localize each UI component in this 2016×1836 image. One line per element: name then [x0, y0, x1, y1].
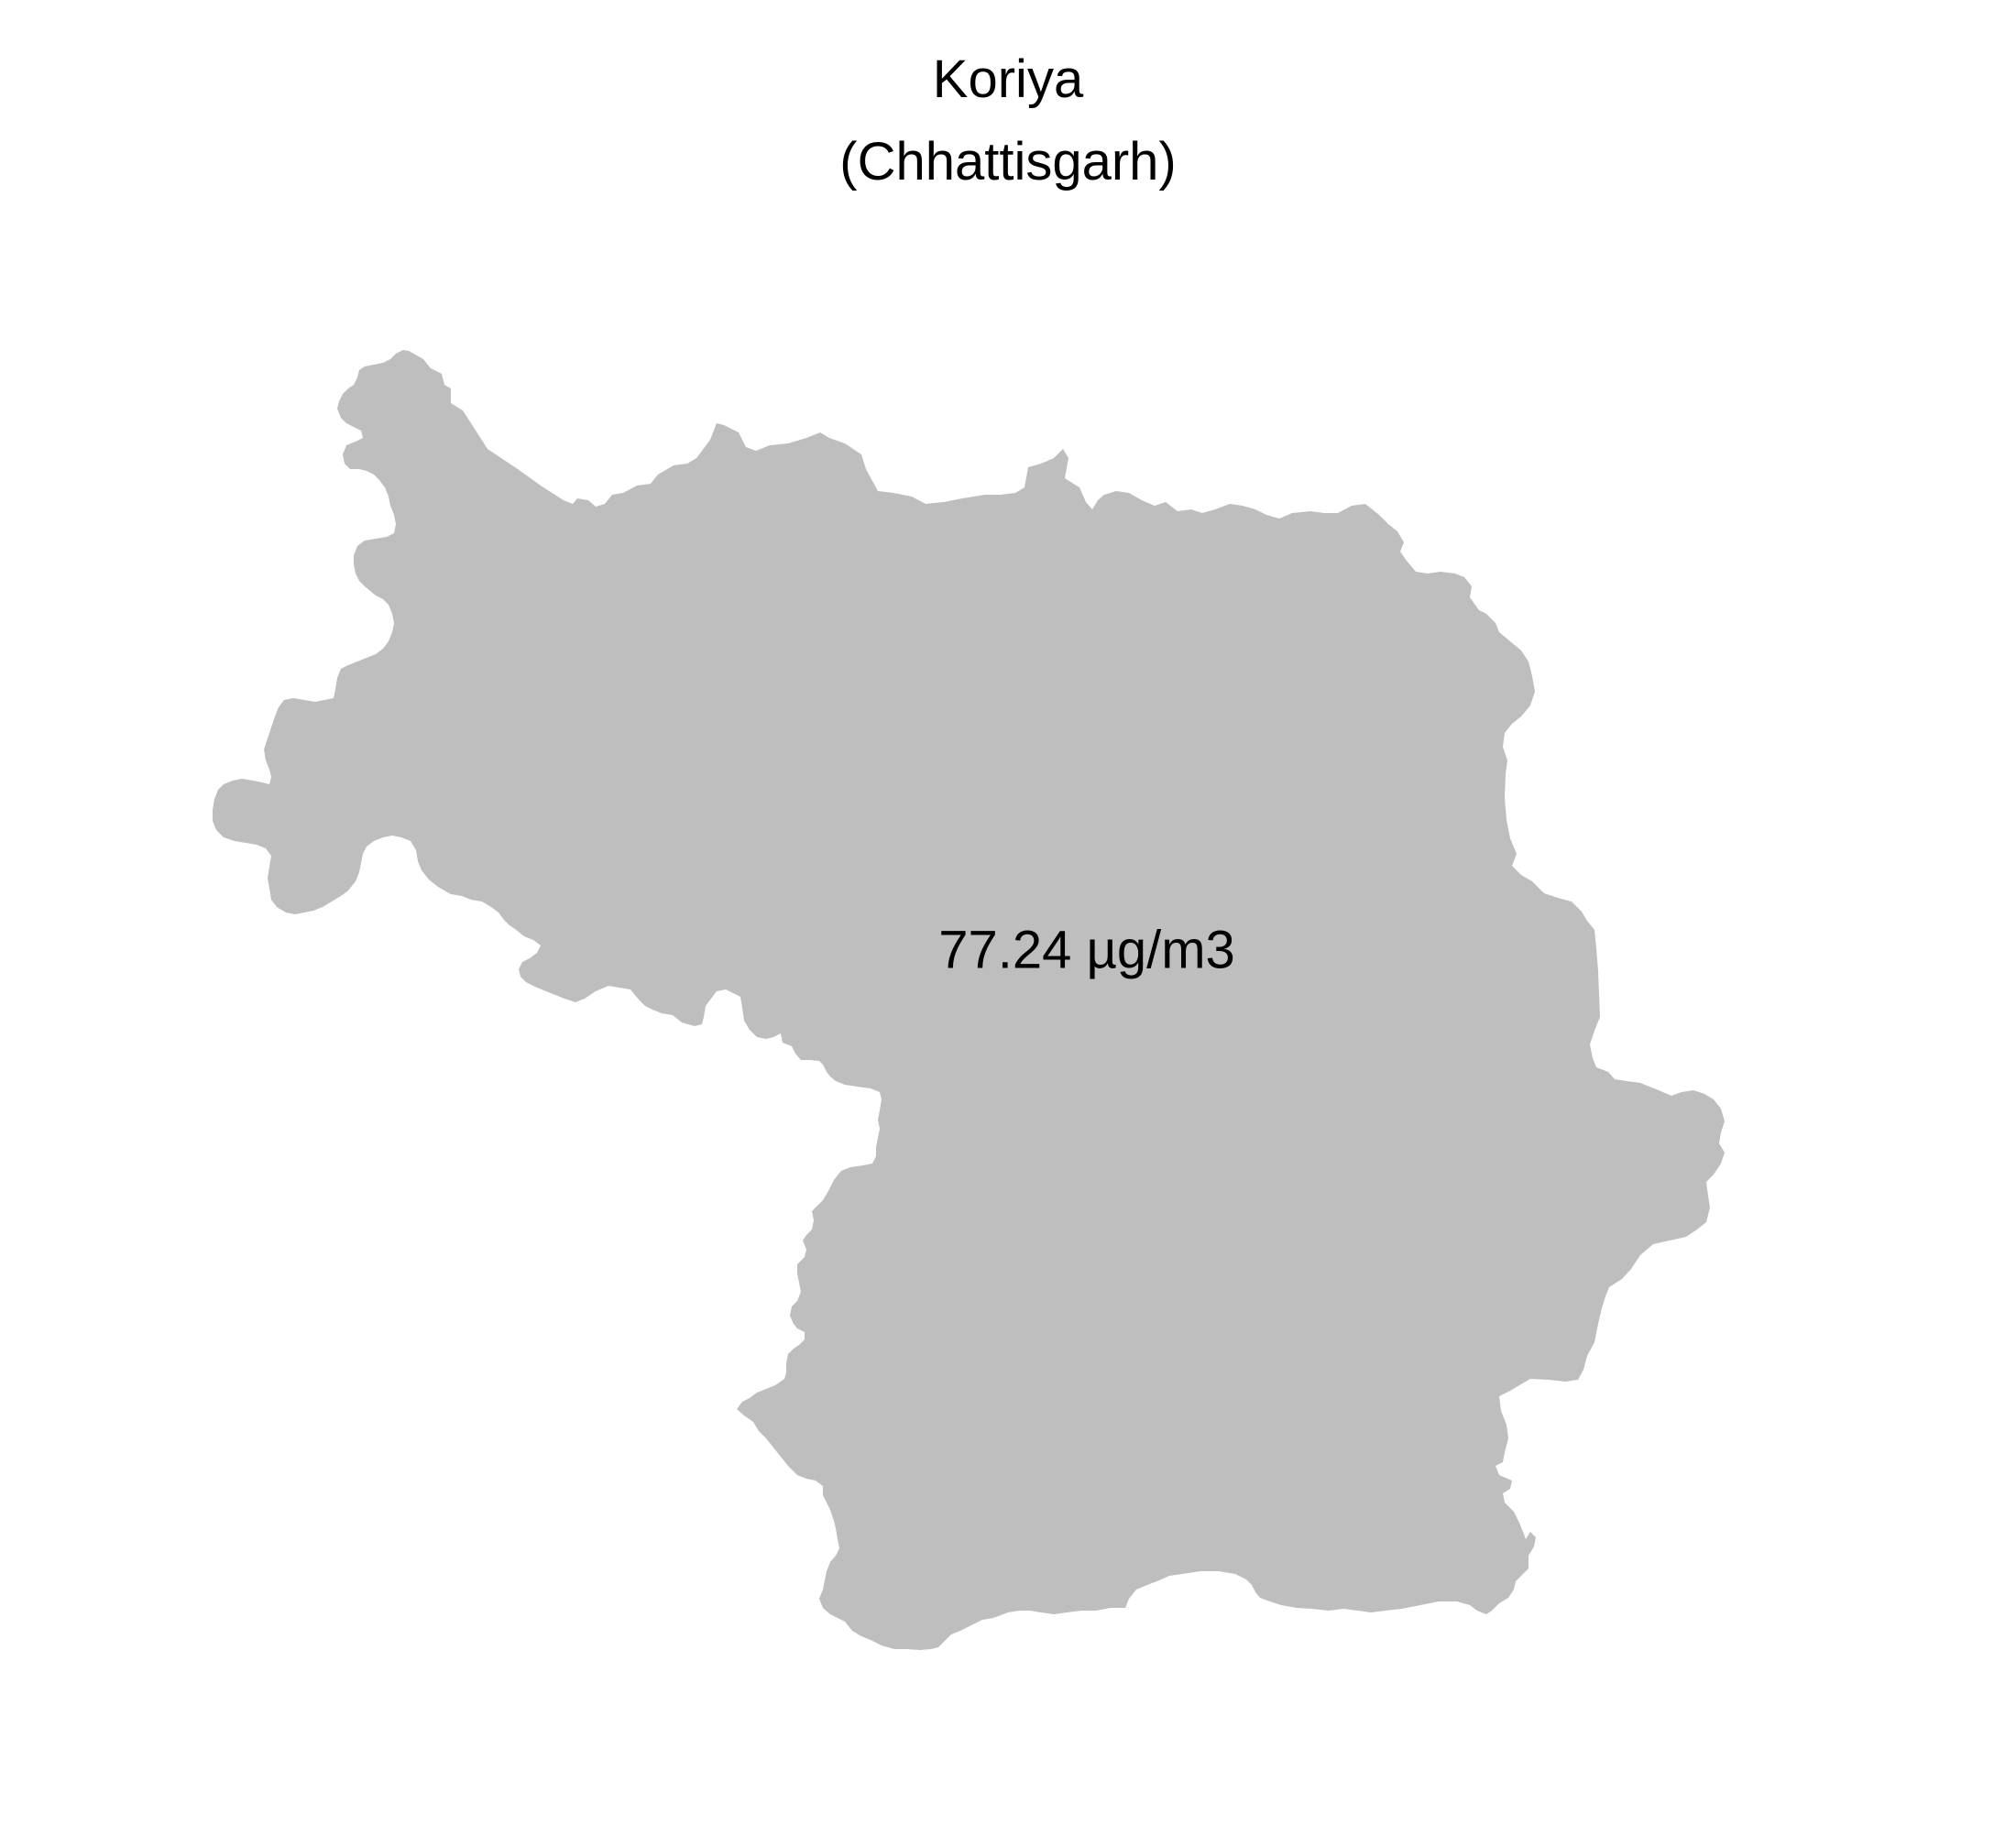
map-subtitle: (Chhattisgarh)	[839, 132, 1177, 191]
district-shape-koriya	[213, 350, 1725, 1650]
value-label: 77.24 µg/m3	[938, 920, 1235, 979]
map-title: Koriya	[932, 49, 1084, 109]
